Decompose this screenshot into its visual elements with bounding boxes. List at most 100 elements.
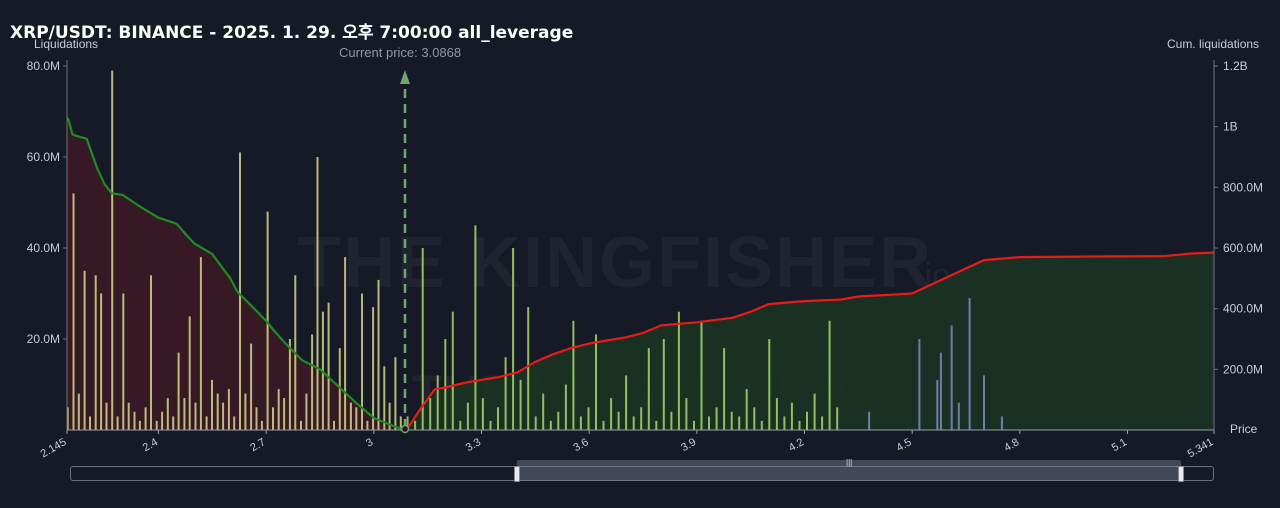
liquidation-bar bbox=[83, 270, 86, 431]
liquidation-bar bbox=[377, 279, 380, 430]
liquidation-bar bbox=[936, 379, 939, 430]
liquidation-bar bbox=[272, 407, 274, 431]
zoom-handle-right[interactable] bbox=[1178, 466, 1184, 482]
x-tick-label: 2.4 bbox=[141, 436, 160, 454]
liquidation-bar bbox=[602, 420, 605, 430]
zoom-handle-left[interactable] bbox=[514, 466, 520, 482]
x-tick-label: 3 bbox=[364, 436, 375, 449]
liquidation-bar bbox=[745, 389, 748, 430]
liquidation-bar bbox=[549, 420, 552, 430]
liquidation-bar bbox=[436, 375, 439, 430]
liquidation-bar bbox=[459, 420, 462, 430]
liquidation-bar bbox=[564, 384, 567, 430]
liquidation-bar bbox=[715, 407, 718, 431]
liquidation-bar bbox=[222, 402, 225, 430]
liquidation-bar bbox=[572, 320, 575, 430]
liquidation-bar bbox=[617, 411, 620, 430]
liquidation-bar bbox=[451, 311, 454, 430]
left-tick-label: 60.0M bbox=[27, 150, 60, 164]
liquidation-bar bbox=[172, 416, 175, 430]
liquidation-bar bbox=[260, 420, 263, 430]
x-tick-label: 3.6 bbox=[571, 436, 590, 454]
liquidation-bar bbox=[305, 393, 308, 430]
x-tick-label: 4.2 bbox=[787, 436, 806, 454]
current-price-label: Current price: 3.0868 bbox=[339, 45, 462, 60]
liquidation-bar bbox=[753, 407, 756, 431]
left-tick-label: 40.0M bbox=[27, 241, 60, 255]
liquidation-bar bbox=[474, 225, 477, 431]
liquidation-bar bbox=[366, 420, 369, 430]
liquidation-bar bbox=[798, 420, 801, 430]
liquidation-bar bbox=[255, 407, 258, 431]
liquidation-bar bbox=[227, 389, 230, 430]
zoom-grip-icon[interactable]: ||| bbox=[846, 458, 853, 467]
liquidation-bar bbox=[968, 298, 971, 430]
right-tick-label: 400.0M bbox=[1223, 302, 1263, 316]
liquidation-bar bbox=[116, 416, 119, 430]
liquidation-bar bbox=[66, 407, 69, 431]
liquidation-bar bbox=[205, 416, 208, 430]
liquidation-bar bbox=[199, 257, 202, 430]
liquidation-bar bbox=[504, 357, 507, 430]
right-tick-label: 1B bbox=[1223, 120, 1238, 134]
liquidation-bar bbox=[708, 416, 710, 430]
liquidation-bar bbox=[94, 275, 97, 430]
liquidation-bar bbox=[662, 339, 665, 430]
liquidation-bar bbox=[957, 402, 960, 430]
chart-title: XRP/USDT: BINANCE - 2025. 1. 29. 오후 7:00… bbox=[10, 23, 574, 43]
liquidation-bar bbox=[429, 398, 432, 430]
short-cum-line bbox=[66, 117, 406, 432]
right-tick-label: 200.0M bbox=[1223, 362, 1263, 376]
liquidation-bar bbox=[595, 334, 597, 430]
liquidation-bar bbox=[344, 257, 347, 430]
liquidation-bar bbox=[388, 402, 391, 430]
liquidation-bar bbox=[557, 411, 560, 430]
liquidation-bar bbox=[723, 348, 726, 430]
liquidation-bar bbox=[372, 307, 375, 430]
liquidation-bar bbox=[587, 407, 590, 431]
liquidation-bar bbox=[421, 248, 424, 430]
liquidation-bar bbox=[828, 320, 831, 430]
liquidation-bar bbox=[983, 375, 985, 430]
liquidation-bar bbox=[288, 339, 291, 430]
liquidation-bar bbox=[144, 407, 147, 431]
liquidation-bar bbox=[466, 402, 469, 430]
liquidation-bar bbox=[610, 398, 613, 430]
long-cum-area bbox=[404, 252, 1215, 430]
liquidation-bar bbox=[111, 70, 114, 430]
liquidation-bar bbox=[127, 402, 130, 430]
liquidation-bar bbox=[806, 411, 808, 430]
left-axis-caption: Liquidations bbox=[34, 37, 99, 51]
liquidation-bar bbox=[1000, 416, 1003, 430]
liquidation-bar bbox=[542, 393, 545, 430]
liquidation-bar bbox=[534, 416, 537, 430]
right-tick-label: 800.0M bbox=[1223, 180, 1263, 194]
x-tick-label: 2.145 bbox=[39, 436, 69, 460]
x-tick-label: 4.5 bbox=[894, 436, 913, 454]
liquidation-bar bbox=[497, 407, 499, 431]
liquidation-bar bbox=[250, 343, 253, 430]
liquidation-bar bbox=[670, 411, 673, 430]
liquidation-bar bbox=[783, 416, 786, 430]
liquidation-bar bbox=[768, 339, 771, 430]
liquidation-bar bbox=[211, 379, 213, 430]
x-axis-caption: Price bbox=[1230, 422, 1258, 436]
liquidation-bar bbox=[194, 402, 197, 430]
liquidation-bar bbox=[89, 416, 91, 430]
liquidation-bar bbox=[166, 398, 169, 430]
liquidation-bar bbox=[183, 398, 186, 430]
right-axis-caption: Cum. liquidations bbox=[1167, 37, 1260, 51]
liquidation-bar bbox=[730, 411, 733, 430]
liquidation-bar bbox=[105, 402, 108, 430]
left-tick-label: 20.0M bbox=[27, 332, 60, 346]
liquidation-bar bbox=[133, 411, 136, 430]
liquidation-bar bbox=[512, 248, 515, 430]
liquidation-bar bbox=[355, 407, 358, 431]
liquidation-bar bbox=[640, 407, 643, 431]
liquidation-bar bbox=[155, 420, 158, 430]
zoom-scrollbar-track[interactable] bbox=[70, 466, 1214, 481]
liquidation-bar bbox=[239, 152, 241, 430]
zoom-scrollbar-window[interactable] bbox=[517, 460, 1181, 481]
liquidation-bar bbox=[519, 379, 522, 430]
x-tick-label: 5.1 bbox=[1110, 436, 1129, 454]
